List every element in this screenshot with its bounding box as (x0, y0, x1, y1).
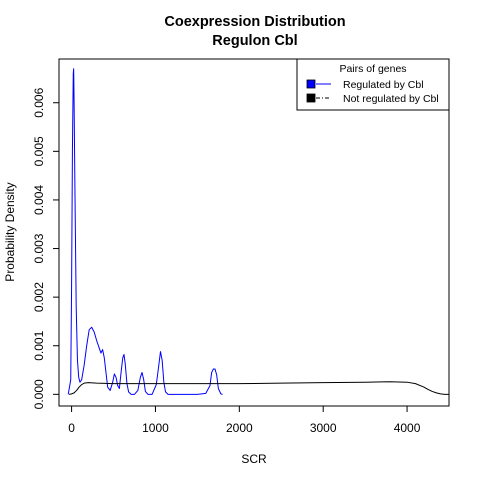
x-tick-label: 4000 (394, 421, 421, 435)
y-axis: 0.000 0.001 0.002 0.003 0.004 0.005 0.006 (32, 87, 59, 409)
legend-swatch-not-regulated (306, 93, 316, 103)
legend-label-regulated: Regulated by Cbl (343, 79, 424, 91)
chart-title: Coexpression Distribution (164, 14, 345, 30)
x-axis: 0 1000 2000 3000 4000 (68, 406, 421, 435)
legend: Pairs of genes Regulated by Cbl Not regu… (296, 58, 450, 111)
y-tick-label: 0.000 (32, 379, 46, 409)
y-tick-label: 0.006 (32, 87, 46, 117)
plot-frame (58, 58, 450, 407)
x-axis-title: SCR (241, 452, 267, 466)
plot-area (58, 58, 450, 407)
y-tick-label: 0.002 (32, 282, 46, 312)
x-tick-label: 1000 (142, 421, 169, 435)
legend-title: Pairs of genes (339, 63, 406, 75)
series-line-regulated (67, 68, 223, 395)
y-tick-label: 0.004 (32, 185, 46, 215)
legend-swatch-regulated (306, 79, 316, 89)
y-axis-title: Probability Density (3, 182, 17, 281)
y-tick-label: 0.003 (32, 233, 46, 263)
y-tick-label: 0.005 (32, 136, 46, 166)
x-tick-label: 0 (68, 421, 75, 435)
legend-label-not-regulated: Not regulated by Cbl (343, 93, 439, 105)
x-tick-label: 3000 (310, 421, 337, 435)
chart-subtitle: Regulon Cbl (212, 33, 297, 49)
series-line-not-regulated (68, 381, 449, 395)
series-layer (67, 68, 449, 395)
x-tick-label: 2000 (226, 421, 253, 435)
y-tick-label: 0.001 (32, 330, 46, 360)
